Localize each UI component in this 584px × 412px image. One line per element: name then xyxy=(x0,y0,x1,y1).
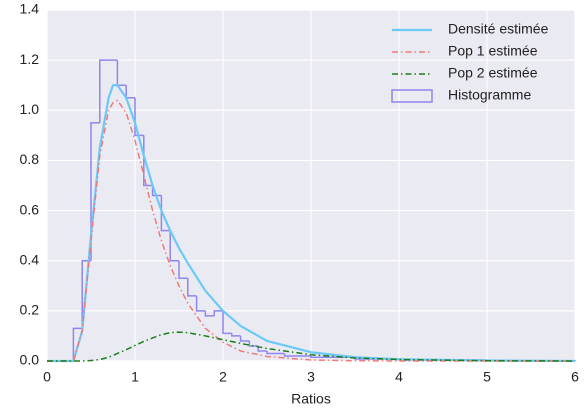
histogram-step xyxy=(239,335,250,342)
series-line xyxy=(47,84,576,363)
histogram-step xyxy=(231,333,241,337)
y-tick-label: 0.8 xyxy=(20,151,40,167)
y-tick-label: 0.6 xyxy=(20,201,40,217)
histogram-step xyxy=(248,340,259,347)
legend-swatch xyxy=(391,89,433,103)
x-tick-label: 1 xyxy=(131,369,139,385)
histogram-step xyxy=(160,195,171,232)
histogram-step xyxy=(257,345,267,352)
y-tick-label: 1.0 xyxy=(20,101,40,117)
histogram-step xyxy=(99,59,109,123)
histogram-step xyxy=(222,310,232,335)
histogram-step xyxy=(204,310,215,317)
y-tick-label: 0.0 xyxy=(20,352,40,368)
histogram-step xyxy=(187,278,197,297)
histogram-step xyxy=(134,97,144,137)
series-line xyxy=(47,331,576,362)
x-axis-label: Ratios xyxy=(291,391,331,407)
x-tick-label: 6 xyxy=(571,369,579,385)
x-tick-label: 0 xyxy=(43,369,51,385)
legend-label: Pop 2 estimée xyxy=(448,65,538,81)
legend-label: Densité estimée xyxy=(448,21,549,37)
series-line xyxy=(47,99,575,362)
y-tick-label: 1.4 xyxy=(20,1,40,17)
histogram-step xyxy=(283,353,311,357)
histogram-step xyxy=(195,295,206,312)
histogram-step xyxy=(213,310,223,316)
histogram-step xyxy=(72,327,83,361)
y-tick-label: 1.2 xyxy=(20,51,40,67)
histogram-step xyxy=(178,260,188,280)
y-tick-label: 0.2 xyxy=(20,302,40,318)
x-tick-label: 3 xyxy=(307,369,315,385)
legend-label: Histogramme xyxy=(448,87,531,103)
x-tick-label: 4 xyxy=(395,369,403,385)
x-tick-label: 2 xyxy=(219,369,227,385)
x-tick-label: 5 xyxy=(483,369,491,385)
histogram-step xyxy=(151,185,162,197)
y-tick-label: 0.4 xyxy=(20,251,40,267)
histogram-step xyxy=(90,122,100,261)
legend-label: Pop 1 estimée xyxy=(448,43,538,59)
histogram-step xyxy=(169,230,179,262)
histogram-step xyxy=(266,350,276,355)
